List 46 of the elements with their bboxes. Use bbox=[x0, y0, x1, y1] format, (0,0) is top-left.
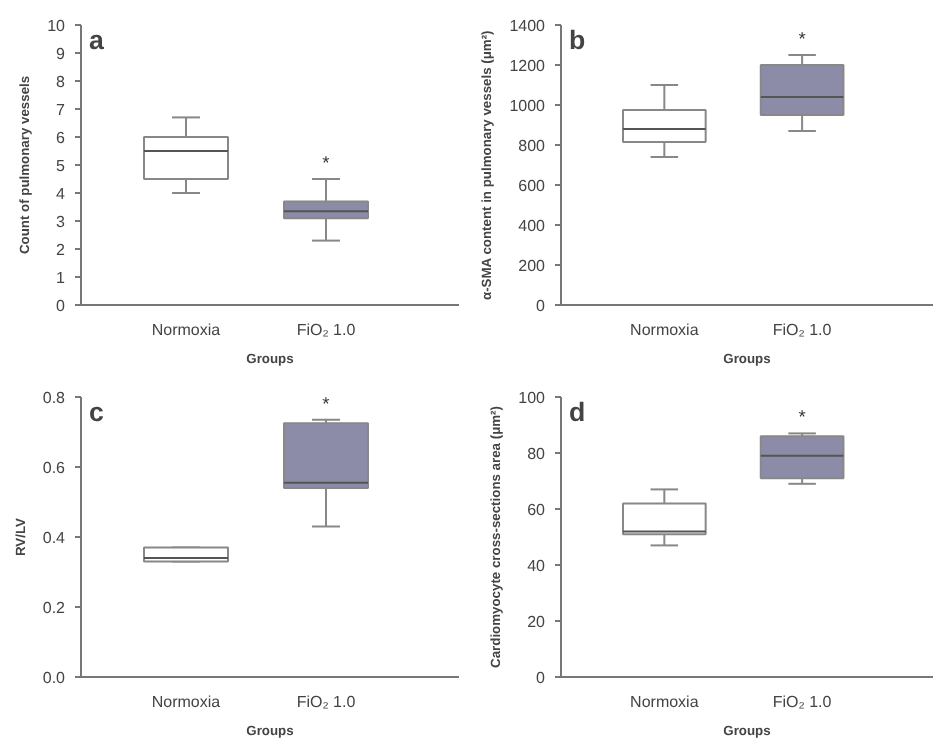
y-tick-label: 200 bbox=[518, 257, 547, 275]
y-tick-label: 0 bbox=[536, 297, 547, 315]
y-tick-label: 100 bbox=[518, 389, 547, 407]
y-tick-label: 0.2 bbox=[42, 599, 67, 617]
chart-title: d bbox=[569, 397, 586, 427]
x-tick-label: Normoxia bbox=[151, 321, 222, 339]
y-tick-label: 40 bbox=[527, 557, 547, 575]
x-tick-label: FiO₂ 1.0 bbox=[772, 693, 833, 711]
y-tick-label: 0.0 bbox=[42, 669, 67, 687]
y-tick-label: 1000 bbox=[509, 97, 547, 115]
y-tick-label: 6 bbox=[56, 129, 67, 147]
x-tick-label: Normoxia bbox=[630, 321, 700, 339]
y-tick-label: 8 bbox=[56, 73, 67, 91]
y-tick-label: 1200 bbox=[509, 57, 547, 75]
chart-title: c bbox=[89, 397, 105, 427]
annotation: * bbox=[322, 153, 331, 173]
y-tick-label: 4 bbox=[56, 185, 67, 203]
annotation: * bbox=[798, 407, 807, 428]
chart-title: b bbox=[569, 25, 586, 55]
y-tick-label: 10 bbox=[47, 17, 67, 35]
y-tick-label: 80 bbox=[527, 445, 547, 463]
x-tick-label: Normoxia bbox=[630, 693, 700, 711]
y-tick-label: 60 bbox=[527, 501, 547, 519]
y-tick-label: 0 bbox=[536, 669, 547, 687]
x-tick-label: FiO₂ 1.0 bbox=[296, 693, 357, 711]
y-tick-label: 2 bbox=[56, 241, 67, 259]
y-tick-label: 0.4 bbox=[42, 529, 67, 547]
y-tick-label: 20 bbox=[527, 613, 547, 631]
y-tick-label: 0.6 bbox=[42, 459, 67, 477]
x-tick-label: Normoxia bbox=[151, 693, 222, 711]
x-tick-label: FiO₂ 1.0 bbox=[772, 321, 833, 339]
y-tick-label: 0.8 bbox=[42, 389, 67, 407]
y-tick-label: 0 bbox=[56, 297, 67, 315]
x-tick-label: FiO₂ 1.0 bbox=[296, 321, 357, 339]
y-tick-label: 5 bbox=[56, 157, 67, 175]
y-tick-label: 800 bbox=[518, 137, 547, 155]
y-tick-label: 600 bbox=[518, 177, 547, 195]
y-tick-label: 3 bbox=[56, 213, 67, 231]
y-tick-label: 1 bbox=[56, 269, 67, 287]
chart-title: a bbox=[89, 25, 105, 55]
annotation: * bbox=[322, 393, 331, 414]
y-tick-label: 1400 bbox=[509, 17, 547, 35]
y-tick-label: 400 bbox=[518, 217, 547, 235]
annotation: * bbox=[798, 29, 807, 49]
y-tick-label: 9 bbox=[56, 45, 67, 63]
y-tick-label: 7 bbox=[56, 101, 67, 119]
